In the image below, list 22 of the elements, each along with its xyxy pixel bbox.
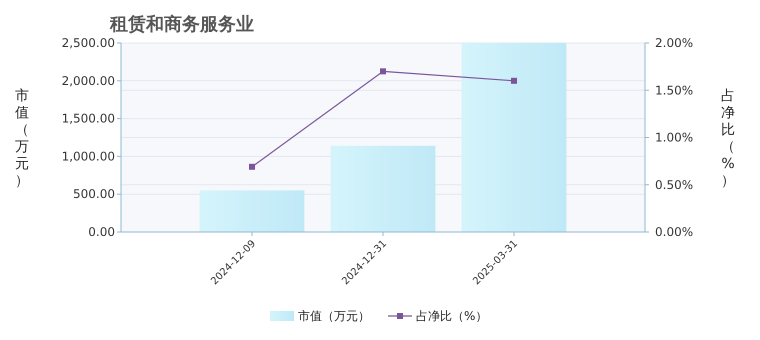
y2-tick-label: 0.00% xyxy=(655,225,694,239)
y2-axis-title: 占净比（%） xyxy=(721,88,735,189)
y-tick-label: 0.00 xyxy=(88,225,115,239)
legend-label: 占净比（%） xyxy=(416,309,488,323)
y-tick-label: 2,000.00 xyxy=(62,74,115,88)
y-axis-title: 市值（万元） xyxy=(15,88,29,189)
point xyxy=(511,78,517,84)
bar xyxy=(200,190,304,232)
point xyxy=(380,68,386,74)
point xyxy=(249,164,255,170)
y2-tick-label: 1.00% xyxy=(655,130,694,144)
y2-tick-label: 2.00% xyxy=(655,36,694,50)
y-tick-label: 500.00 xyxy=(73,187,115,202)
y-tick-label: 2,500.00 xyxy=(62,36,115,50)
y-tick-label: 1,500.00 xyxy=(62,112,115,126)
bar xyxy=(330,146,436,232)
y2-tick-label: 0.50% xyxy=(655,178,694,192)
legend-label: 市值（万元） xyxy=(298,309,370,323)
bar xyxy=(462,43,566,232)
y-tick-label: 1,000.00 xyxy=(62,149,115,164)
y2-tick-label: 1.50% xyxy=(655,83,694,98)
chart-title: 租赁和商务服务业 xyxy=(109,14,254,35)
